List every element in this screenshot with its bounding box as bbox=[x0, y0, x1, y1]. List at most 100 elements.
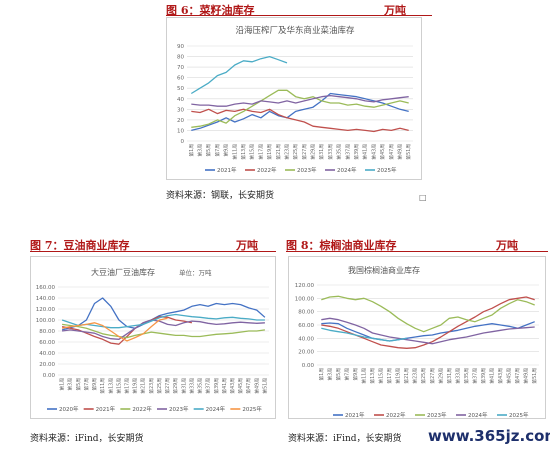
legend-label: 2024年 bbox=[206, 405, 226, 413]
series-line bbox=[61, 297, 266, 331]
x-tick-label: 第47周 bbox=[245, 378, 252, 394]
x-tick-label: 第23周 bbox=[412, 368, 419, 384]
x-tick-label: 第15周 bbox=[115, 378, 122, 394]
x-tick-label: 第9周 bbox=[352, 368, 359, 381]
x-tick-label: 第27周 bbox=[301, 144, 308, 160]
y-tick-label: 0.00 bbox=[43, 373, 56, 379]
x-tick-label: 第1周 bbox=[188, 144, 195, 157]
legend-label: 2025年 bbox=[242, 405, 262, 413]
y-tick-label: 40.00 bbox=[39, 351, 55, 357]
legend-label: 2024年 bbox=[468, 411, 488, 419]
legend-label: 2021年 bbox=[345, 411, 365, 419]
x-tick-label: 第49周 bbox=[253, 378, 260, 394]
x-tick-label: 第43周 bbox=[497, 368, 504, 384]
x-tick-label: 第11周 bbox=[360, 368, 367, 384]
y-tick-label: 20 bbox=[177, 118, 184, 124]
x-tick-label: 第11周 bbox=[99, 378, 106, 394]
x-tick-label: 第13周 bbox=[369, 368, 376, 384]
x-tick-label: 第31周 bbox=[318, 144, 325, 160]
x-tick-label: 第25周 bbox=[292, 144, 299, 160]
fig6-unit: 万吨 bbox=[384, 4, 406, 17]
y-tick-label: 0 bbox=[181, 139, 185, 145]
legend-label: 2024年 bbox=[337, 166, 357, 174]
chart2-svg: 大豆油厂豆油库存 单位：万吨 0.00 20.00 40.00 60.00 80.00 100… bbox=[36, 267, 269, 413]
chart-title: 我国棕榈油商业库存 bbox=[348, 265, 420, 275]
series-line bbox=[191, 89, 409, 128]
chart2-panel: 大豆油厂豆油库存 单位：万吨 0.00 20.00 40.00 60.00 80.00 100… bbox=[30, 256, 276, 419]
x-tick-label: 第49周 bbox=[523, 368, 530, 384]
y-tick-label: 80.00 bbox=[39, 329, 55, 335]
x-tick-label: 第9周 bbox=[91, 378, 98, 391]
legend-label: 2023年 bbox=[427, 411, 447, 419]
y-tick-label: 90 bbox=[177, 44, 184, 50]
x-tick-label: 第13周 bbox=[107, 378, 114, 394]
x-tick-label: 第21周 bbox=[140, 378, 147, 394]
legend-label: 2021年 bbox=[96, 405, 116, 413]
x-tick-label: 第51周 bbox=[531, 368, 538, 384]
fig7-rule bbox=[30, 251, 276, 252]
x-tick-label: 第19周 bbox=[266, 144, 273, 160]
x-tick-label: 第3周 bbox=[67, 378, 74, 391]
x-tick-label: 第17周 bbox=[123, 378, 130, 394]
fig6-rule bbox=[166, 15, 432, 16]
x-tick-label: 第7周 bbox=[83, 378, 90, 391]
x-tick-label: 第37周 bbox=[344, 144, 351, 160]
x-tick-label: 第31周 bbox=[446, 368, 453, 384]
fig6-title: 图 6：菜籽油库存 bbox=[166, 4, 255, 17]
x-tick-label: 第5周 bbox=[335, 368, 342, 381]
y-tick-label: 60.00 bbox=[298, 323, 314, 329]
x-tick-label: 第51周 bbox=[405, 144, 412, 160]
chart-subtitle: 单位：万吨 bbox=[179, 268, 212, 277]
x-tick-label: 第47周 bbox=[388, 144, 395, 160]
chart1-svg: 沿海压榨厂及华东商业菜油库存0102030405060708090第1周 第3周第… bbox=[177, 25, 413, 174]
series-line bbox=[62, 319, 265, 340]
x-tick-label: 第5周 bbox=[75, 378, 82, 391]
y-tick-label: 80.00 bbox=[298, 310, 314, 316]
x-tick-label: 第43周 bbox=[229, 378, 236, 394]
y-tick-label: 50 bbox=[177, 86, 184, 92]
legend-label: 2022年 bbox=[257, 166, 277, 174]
series-line bbox=[190, 55, 288, 95]
y-tick-label: 160.00 bbox=[36, 285, 56, 291]
watermark: www.365jz.com bbox=[428, 427, 550, 445]
legend-label: 2020年 bbox=[59, 405, 79, 413]
x-tick-label: 第41周 bbox=[489, 368, 496, 384]
source-1: 资料来源：钢联，长安期货 bbox=[166, 191, 275, 201]
fig8-unit: 万吨 bbox=[496, 239, 518, 252]
x-tick-label: 第39周 bbox=[353, 144, 360, 160]
fig8-title: 图 8：棕榈油商业库存 bbox=[286, 239, 397, 252]
x-tick-label: 第37周 bbox=[205, 378, 212, 394]
x-tick-label: 第19周 bbox=[132, 378, 139, 394]
x-tick-label: 第15周 bbox=[249, 144, 256, 160]
y-tick-label: 20.00 bbox=[39, 362, 55, 368]
x-tick-label: 第29周 bbox=[172, 378, 179, 394]
x-tick-label: 第35周 bbox=[197, 378, 204, 394]
x-tick-label: 第51周 bbox=[261, 378, 268, 394]
x-tick-label: 第19周 bbox=[395, 368, 402, 384]
x-tick-label: 第3周 bbox=[197, 144, 204, 157]
x-tick-label: 第1周 bbox=[59, 378, 66, 391]
legend-label: 2025年 bbox=[509, 411, 529, 419]
x-tick-label: 第35周 bbox=[336, 144, 343, 160]
chart3-svg: 我国棕榈油商业库存 0.00 20.00 40.00 60.00 80.00 100.00 1… bbox=[295, 265, 539, 419]
series-line bbox=[62, 323, 265, 339]
x-tick-label: 第31周 bbox=[180, 378, 187, 394]
x-tick-label: 第5周 bbox=[205, 144, 212, 157]
y-tick-label: 70 bbox=[177, 65, 184, 71]
x-tick-label: 第21周 bbox=[275, 144, 282, 160]
x-tick-label: 第45周 bbox=[237, 378, 244, 394]
x-tick-label: 第41周 bbox=[221, 378, 228, 394]
x-tick-label: 第45周 bbox=[379, 144, 386, 160]
x-tick-label: 第27周 bbox=[429, 368, 436, 384]
chart3-panel: 我国棕榈油商业库存 0.00 20.00 40.00 60.00 80.00 100.00 1… bbox=[288, 256, 546, 419]
series-line bbox=[321, 317, 535, 345]
y-tick-label: 10 bbox=[177, 128, 184, 134]
x-tick-label: 第43周 bbox=[370, 144, 377, 160]
source-3: 资料来源：iFind，长安期货 bbox=[288, 434, 402, 444]
x-tick-label: 第15周 bbox=[378, 368, 385, 384]
y-tick-label: 40 bbox=[177, 97, 184, 103]
x-tick-label: 第33周 bbox=[454, 368, 461, 384]
x-tick-label: 第35周 bbox=[463, 368, 470, 384]
x-tick-label: 第25周 bbox=[156, 378, 163, 394]
y-tick-label: 60.00 bbox=[39, 340, 55, 346]
